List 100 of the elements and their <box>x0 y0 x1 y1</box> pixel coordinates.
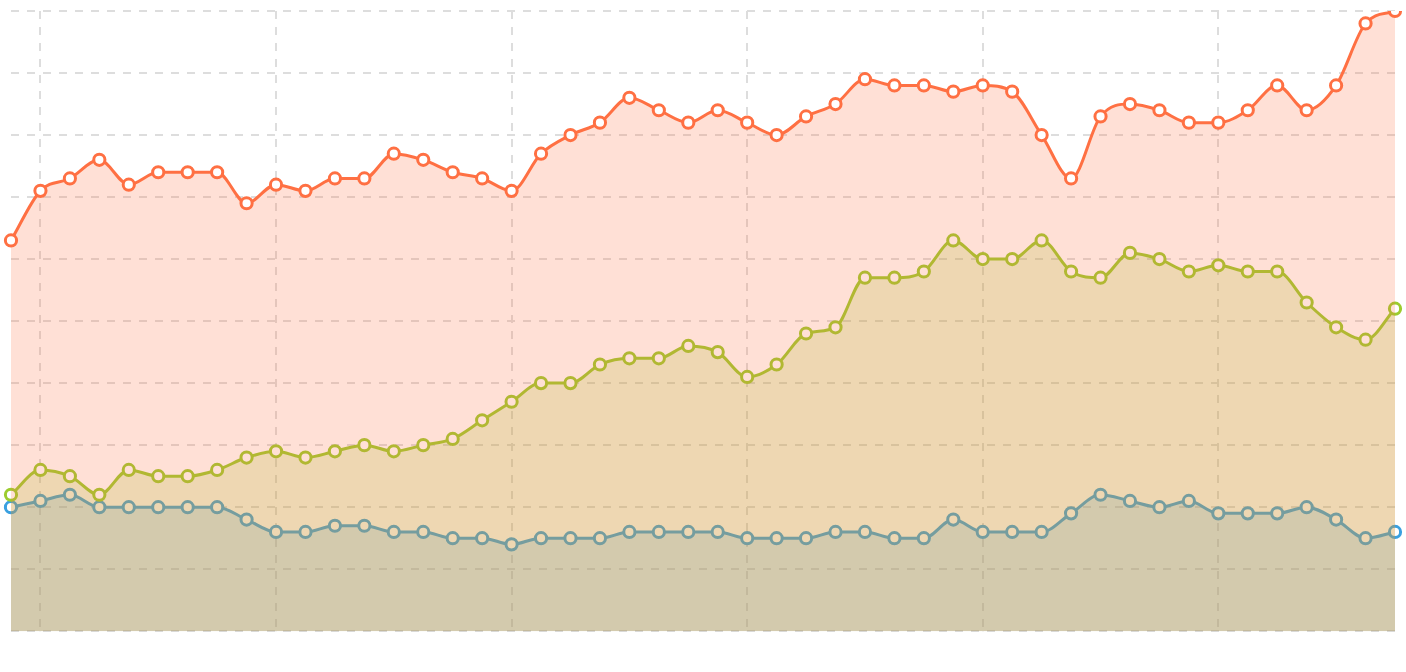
point <box>357 438 372 453</box>
point <box>946 84 961 99</box>
point <box>386 444 401 459</box>
point <box>386 524 401 540</box>
point <box>445 165 460 180</box>
point <box>946 233 961 248</box>
point <box>533 146 549 161</box>
point <box>1122 493 1138 509</box>
point <box>504 183 519 198</box>
point <box>1005 84 1020 99</box>
point <box>887 270 902 285</box>
point <box>327 444 343 459</box>
point <box>533 376 549 391</box>
point <box>828 524 843 540</box>
point <box>1270 264 1285 279</box>
point <box>268 524 284 540</box>
point <box>1063 171 1079 186</box>
point <box>298 183 313 198</box>
point <box>1034 524 1049 540</box>
point <box>1211 506 1226 521</box>
point <box>710 103 725 118</box>
point <box>33 493 48 509</box>
point <box>975 251 990 267</box>
point <box>180 500 195 515</box>
point <box>592 357 608 372</box>
point <box>740 531 755 546</box>
point <box>1181 493 1196 509</box>
point <box>504 537 519 552</box>
point <box>740 369 755 385</box>
point <box>210 500 225 515</box>
point <box>327 171 343 186</box>
point <box>1093 270 1108 285</box>
point <box>798 109 814 124</box>
point <box>239 450 254 465</box>
point <box>769 357 784 372</box>
point <box>92 487 107 502</box>
point <box>357 171 372 186</box>
point <box>1181 115 1196 130</box>
point <box>651 351 666 366</box>
point <box>710 524 725 540</box>
point <box>3 500 19 515</box>
point <box>62 171 77 186</box>
point <box>475 171 490 186</box>
point <box>769 531 784 546</box>
point <box>386 146 401 161</box>
point <box>357 518 372 533</box>
point <box>710 345 725 360</box>
point <box>180 165 195 180</box>
point <box>327 518 343 533</box>
point <box>121 500 136 515</box>
point <box>445 431 460 447</box>
point <box>121 177 136 192</box>
point <box>563 127 578 143</box>
point <box>475 531 490 546</box>
point <box>1211 115 1226 130</box>
point <box>1093 487 1108 502</box>
point <box>887 78 902 93</box>
point <box>3 487 19 502</box>
point <box>298 450 313 465</box>
point <box>1299 295 1314 310</box>
point <box>92 500 107 515</box>
point <box>1387 301 1403 316</box>
point <box>622 524 637 540</box>
point <box>769 127 784 143</box>
point <box>563 531 578 546</box>
point <box>1358 332 1373 347</box>
point <box>1240 264 1255 279</box>
point <box>946 512 961 527</box>
point <box>975 78 990 93</box>
point <box>1270 78 1285 93</box>
point <box>1034 233 1049 248</box>
point <box>916 264 931 279</box>
point <box>3 233 19 248</box>
point <box>1005 524 1020 540</box>
point <box>239 512 254 527</box>
point <box>416 438 431 453</box>
point <box>504 394 519 409</box>
point <box>62 487 77 502</box>
point <box>416 152 431 167</box>
point <box>681 115 696 130</box>
point <box>1387 524 1403 540</box>
point <box>1299 500 1314 515</box>
point <box>975 524 990 540</box>
point <box>1270 506 1285 521</box>
point <box>151 165 166 180</box>
point <box>592 115 608 130</box>
point <box>1063 506 1079 521</box>
point <box>681 338 696 354</box>
point <box>533 531 549 546</box>
point <box>1329 320 1344 335</box>
point <box>651 524 666 540</box>
point <box>239 196 254 211</box>
point <box>33 462 48 478</box>
point <box>1122 245 1138 260</box>
point <box>592 531 608 546</box>
point <box>1005 251 1020 267</box>
point <box>1240 506 1255 521</box>
point <box>1152 251 1167 267</box>
point <box>563 376 578 391</box>
point <box>180 469 195 484</box>
